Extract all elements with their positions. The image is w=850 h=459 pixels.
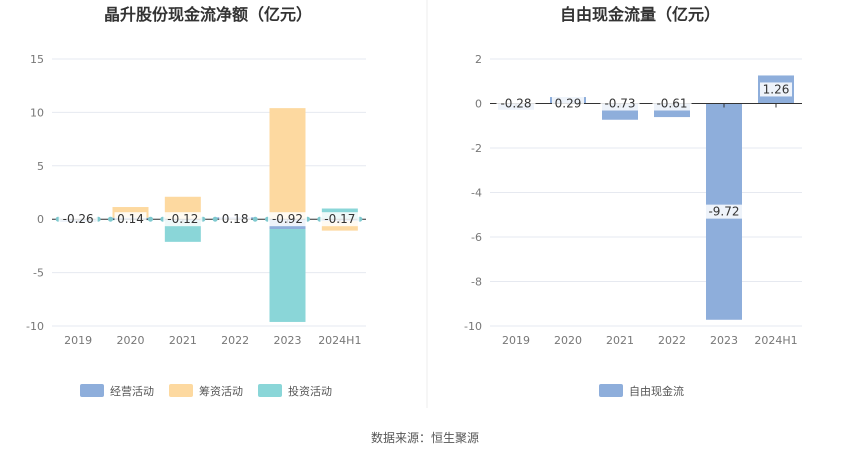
- data-label: -0.92: [272, 212, 303, 226]
- y-tick-label: 2: [475, 53, 482, 66]
- y-tick-label: 0: [475, 98, 482, 111]
- y-tick-label: -5: [33, 267, 44, 280]
- y-tick-label: 10: [30, 106, 44, 119]
- legend-label: 筹资活动: [199, 384, 243, 398]
- left-chart-title: 晶升股份现金流净额（亿元）: [104, 5, 312, 24]
- x-tick-label: 2024H1: [318, 334, 361, 347]
- legend-label: 经营活动: [110, 384, 154, 398]
- data-label: -0.26: [63, 212, 94, 226]
- data-label-bg: [320, 212, 360, 227]
- y-tick-label: 0: [37, 213, 44, 226]
- data-label-bg: [163, 212, 203, 227]
- data-label-bg: [114, 212, 147, 227]
- data-label-bg: [219, 212, 252, 227]
- data-label: -0.17: [324, 212, 355, 226]
- right-chart-panel: 自由现金流量（亿元） -10 -8 -6 -4 -2 0 2 -0.28 0.29 -0.73 -0…: [464, 5, 802, 398]
- right-chart-title: 自由现金流量（亿元）: [560, 5, 720, 24]
- data-label-bg: [760, 82, 792, 97]
- data-label-bg: [652, 96, 692, 111]
- y-tick-label: -8: [471, 276, 482, 289]
- data-label-bg: [704, 204, 744, 219]
- legend-swatch: [169, 384, 193, 397]
- point-marker: [108, 216, 113, 222]
- y-tick-label: -2: [471, 142, 482, 155]
- x-tick-label: 2024H1: [754, 334, 797, 347]
- y-tick-label: -10: [464, 320, 482, 333]
- data-source-note: 数据来源：恒生聚源: [371, 430, 479, 445]
- x-tick-label: 2021: [169, 334, 197, 347]
- x-tick-label: 2019: [64, 334, 92, 347]
- x-tick-label: 2021: [606, 334, 634, 347]
- y-tick-label: -6: [471, 231, 482, 244]
- legend-swatch: [258, 384, 282, 397]
- data-label: 0.29: [555, 97, 582, 111]
- legend-swatch: [80, 384, 104, 397]
- y-tick-label: -10: [26, 320, 44, 333]
- data-label: 0.18: [222, 212, 249, 226]
- data-label: -0.61: [656, 97, 687, 111]
- data-label: 1.26: [763, 82, 790, 96]
- x-tick-label: 2020: [117, 334, 145, 347]
- data-label: -9.72: [708, 205, 739, 219]
- x-tick-label: 2020: [554, 334, 582, 347]
- legend-label: 自由现金流: [629, 384, 684, 398]
- data-label: -0.28: [500, 97, 531, 111]
- x-tick-label: 2023: [274, 334, 302, 347]
- bar: [269, 229, 306, 322]
- data-label-bg: [552, 96, 584, 111]
- data-label-bg: [268, 212, 307, 227]
- legend-swatch: [599, 384, 623, 397]
- data-label: -0.73: [604, 97, 635, 111]
- data-label: 0.14: [117, 212, 144, 226]
- y-tick-label: 15: [30, 53, 44, 66]
- x-tick-label: 2022: [658, 334, 686, 347]
- x-tick-label: 2023: [710, 334, 738, 347]
- legend-label: 投资活动: [288, 384, 332, 398]
- data-label-bg: [600, 96, 640, 111]
- data-label: -0.12: [167, 212, 198, 226]
- point-marker: [212, 216, 218, 222]
- left-chart-panel: 晶升股份现金流净额（亿元） -10 -5 0 5 10 15 -0.26 0.14 -0.12 0…: [26, 5, 366, 398]
- x-tick-label: 2019: [502, 334, 530, 347]
- point-marker: [252, 216, 258, 222]
- y-tick-label: 5: [37, 160, 44, 173]
- data-label-bg: [58, 212, 98, 227]
- bar: [269, 108, 306, 220]
- x-tick-label: 2022: [221, 334, 249, 347]
- data-label-bg: [496, 96, 536, 111]
- point-marker: [148, 216, 153, 222]
- y-tick-label: -4: [471, 187, 482, 200]
